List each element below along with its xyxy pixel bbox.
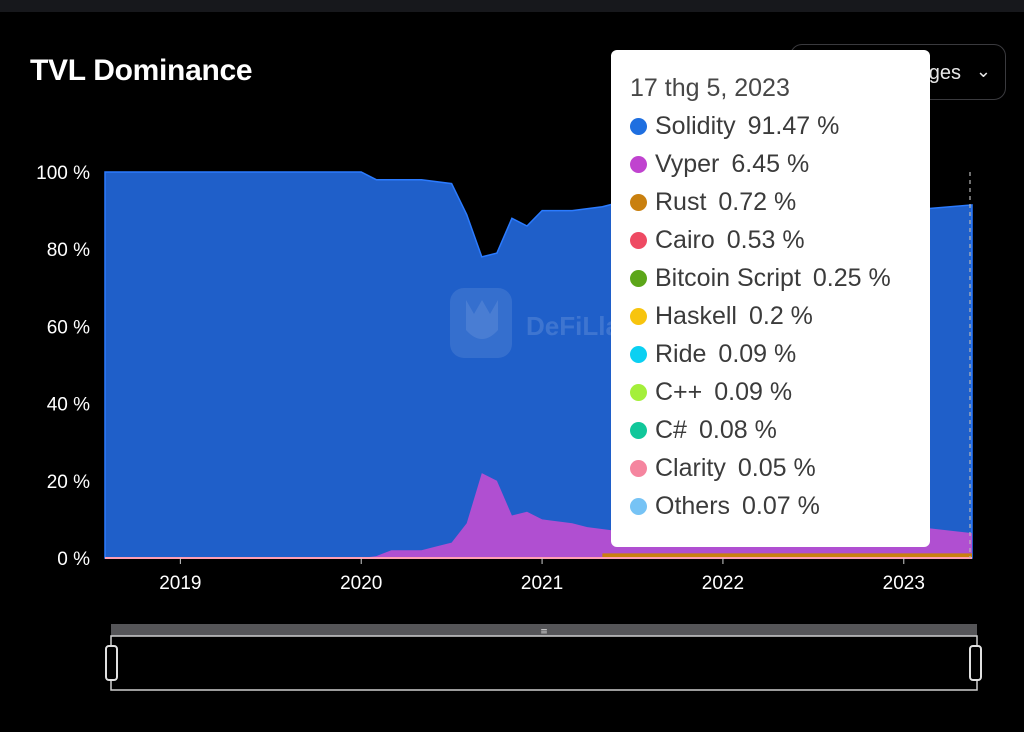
legend-dot-icon	[630, 117, 647, 135]
tooltip-item: Rust 0.72 %	[630, 183, 930, 221]
watermark-text: DeFiLla	[526, 311, 620, 341]
tooltip-item: Vyper 6.45 %	[630, 145, 930, 183]
tooltip-item-name: Cairo	[655, 225, 715, 254]
tooltip-item: Others 0.07 %	[630, 487, 930, 525]
tooltip-item-name: Haskell	[655, 301, 737, 330]
series-area-vyper	[105, 473, 972, 558]
tooltip-item-value: 0.25 %	[812, 263, 891, 292]
y-tick-label: 80 %	[47, 240, 90, 261]
slider-grip-icon[interactable]: ≡	[540, 627, 548, 637]
tooltip-item-value: 0.72 %	[718, 187, 797, 216]
chart-tooltip: 17 thg 5, 2023 Solidity 91.47 % Vyper 6.45 …	[611, 50, 930, 547]
y-tick-label: 60 %	[47, 317, 90, 338]
legend-dot-icon	[630, 421, 647, 439]
x-tick-label: 2021	[521, 573, 563, 594]
y-axis: 0 % 20 % 40 % 60 % 80 % 100 %	[36, 163, 90, 570]
tooltip-list: Solidity 91.47 % Vyper 6.45 % Rust 0.72 % Cair…	[630, 107, 930, 525]
tooltip-item: Ride 0.09 %	[630, 335, 930, 373]
tooltip-item-name: C#	[655, 415, 687, 444]
tooltip-item-name: Others	[655, 491, 731, 520]
range-slider[interactable]: ≡	[105, 624, 982, 691]
legend-dot-icon	[630, 459, 647, 477]
y-tick-label: 40 %	[47, 395, 90, 416]
chevron-down-icon: ⌄	[975, 61, 991, 81]
tooltip-item-value: 0.53 %	[726, 225, 805, 254]
tooltip-date: 17 thg 5, 2023	[630, 74, 790, 102]
tooltip-item-value: 91.47 %	[747, 111, 840, 140]
tooltip-item: C# 0.08 %	[630, 411, 930, 449]
dropdown-label: ges	[928, 62, 961, 84]
x-tick-label: 2019	[159, 573, 201, 594]
slider-left-handle[interactable]	[105, 645, 118, 681]
x-tick-label: 2020	[340, 573, 382, 594]
tooltip-item: C++ 0.09 %	[630, 373, 930, 411]
tooltip-item-value: 0.07 %	[742, 491, 820, 520]
tooltip-item: Cairo 0.53 %	[630, 221, 930, 259]
tooltip-item: Haskell 0.2 %	[630, 297, 930, 335]
tooltip-item-name: Ride	[655, 339, 707, 368]
tooltip-item-name: Vyper	[655, 149, 720, 178]
tooltip-item-value: 0.2 %	[748, 301, 813, 330]
top-bar	[0, 0, 1024, 12]
legend-dot-icon	[630, 497, 647, 515]
legend-dot-icon	[630, 307, 647, 325]
legend-dot-icon	[630, 155, 647, 173]
tooltip-item-value: 0.08 %	[698, 415, 777, 444]
legend-dot-icon	[630, 345, 647, 363]
tooltip-item: Clarity 0.05 %	[630, 449, 930, 487]
x-tick-label: 2023	[883, 573, 925, 594]
y-tick-label: 100 %	[36, 163, 90, 184]
legend-dot-icon	[630, 193, 647, 211]
legend-dot-icon	[630, 383, 647, 401]
y-tick-label: 0 %	[57, 549, 90, 570]
y-tick-label: 20 %	[47, 472, 90, 493]
slider-window[interactable]	[110, 635, 978, 691]
tooltip-item-name: Bitcoin Script	[655, 263, 801, 292]
tooltip-item-name: Clarity	[655, 453, 726, 482]
x-axis: 2019 2020 2021 2022 2023	[159, 558, 925, 594]
tooltip-item-value: 0.09 %	[718, 339, 797, 368]
tooltip-item-name: Solidity	[655, 111, 736, 140]
watermark-logo: DeFiLla	[450, 288, 620, 358]
tooltip-item-value: 0.05 %	[737, 453, 816, 482]
tooltip-item-name: Rust	[655, 187, 707, 216]
slider-right-handle[interactable]	[969, 645, 982, 681]
x-tick-label: 2022	[702, 573, 744, 594]
tooltip-item: Bitcoin Script 0.25 %	[630, 259, 930, 297]
tooltip-item-value: 0.09 %	[714, 377, 793, 406]
chart-title: TVL Dominance	[30, 54, 253, 87]
legend-dot-icon	[630, 269, 647, 287]
slider-track-top[interactable]	[111, 624, 977, 636]
legend-dot-icon	[630, 231, 647, 249]
tooltip-item-value: 6.45 %	[731, 149, 810, 178]
tooltip-item-name: C++	[655, 377, 703, 406]
series-area-rust	[602, 553, 972, 558]
tooltip-item: Solidity 91.47 %	[630, 107, 930, 145]
